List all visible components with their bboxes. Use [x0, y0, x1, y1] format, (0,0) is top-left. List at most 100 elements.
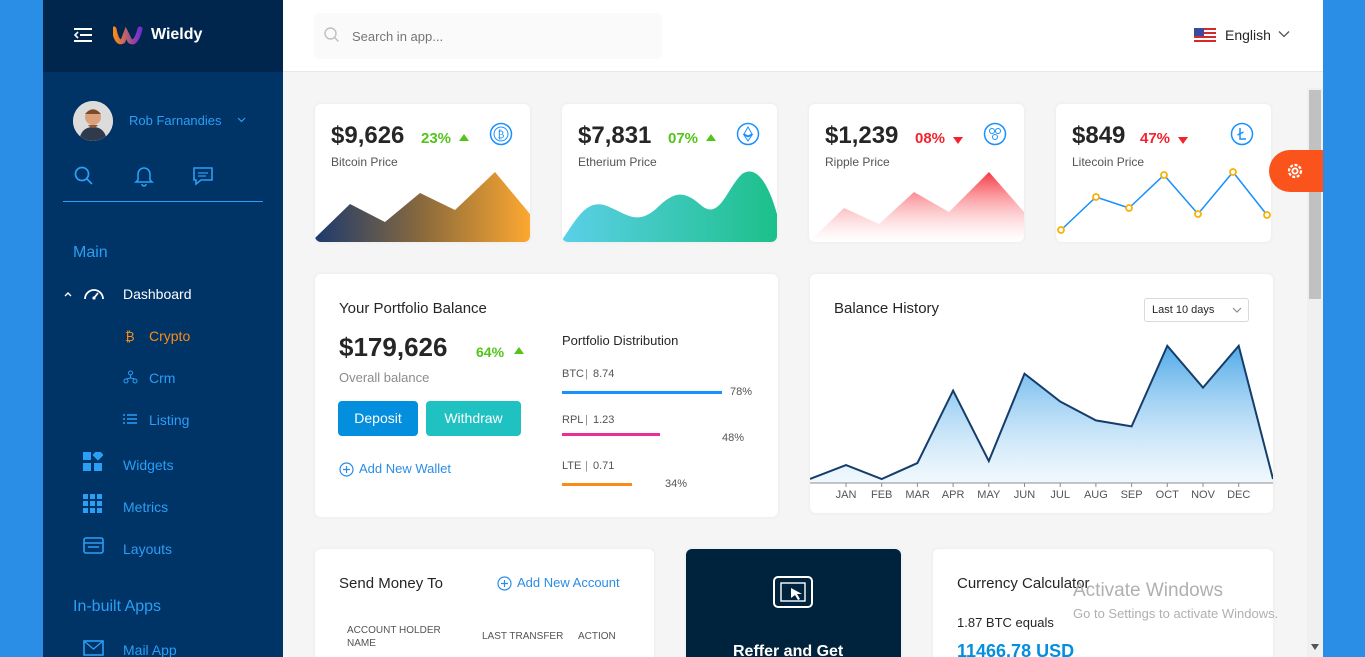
sidebar-item-mail-app[interactable]: Mail App: [123, 642, 177, 657]
x-tick-label: AUG: [1083, 489, 1108, 501]
x-tick-label: FEB: [870, 489, 893, 501]
ripple-sparkline: [809, 172, 1024, 242]
dist-amount: 8.74: [593, 368, 615, 380]
select-chevron-icon: [1232, 307, 1242, 314]
portfolio-change: 64%: [476, 344, 505, 360]
sidebar-item-crypto[interactable]: Crypto: [149, 328, 191, 344]
scrollbar[interactable]: [1307, 88, 1323, 657]
dashboard-icon: [83, 284, 105, 302]
calculator-line: 1.87 BTC equals: [957, 615, 1054, 630]
x-tick-label: NOV: [1191, 489, 1215, 501]
referral-tablet-icon: [772, 575, 816, 611]
mail-icon: [83, 640, 104, 656]
ripple-price-card: $1,239 08% Ripple Price: [809, 104, 1024, 242]
svg-text:₿: ₿: [498, 129, 505, 141]
arrow-up-icon: [514, 347, 524, 354]
settings-button[interactable]: [1269, 150, 1323, 192]
x-tick-label: OCT: [1155, 489, 1179, 501]
gear-icon: [1285, 161, 1305, 181]
column-header: ACTION: [578, 631, 616, 642]
period-select[interactable]: Last 10 days: [1144, 298, 1249, 322]
add-new-wallet-link[interactable]: Add New Wallet: [359, 461, 451, 476]
price-value: $7,831: [578, 122, 652, 149]
bitcoin-price-card: $9,626 23% ₿ Bitcoin Price: [315, 104, 530, 242]
language-chevron-icon[interactable]: [1278, 30, 1290, 38]
ripple-coin-icon: [983, 122, 1007, 146]
price-label: Litecoin Price: [1072, 155, 1145, 169]
sidebar-item-metrics[interactable]: Metrics: [123, 499, 169, 515]
balance-area: [810, 345, 1273, 483]
avatar[interactable]: [73, 101, 113, 141]
wieldy-logo-icon: [113, 25, 149, 45]
bell-icon[interactable]: [134, 165, 154, 187]
dist-amount: 0.71: [593, 460, 615, 472]
chat-icon[interactable]: [192, 166, 214, 186]
sidebar-item-crm[interactable]: Crm: [149, 370, 176, 386]
layouts-icon: [83, 537, 104, 554]
language-selector[interactable]: English: [1225, 27, 1271, 43]
logo-bar: Wieldy: [43, 0, 283, 72]
bitcoin-coin-icon: ₿: [489, 122, 513, 146]
price-value: $1,239: [825, 122, 899, 149]
column-header: LAST TRANSFER: [482, 631, 564, 642]
search-input[interactable]: [352, 26, 642, 46]
dist-percent: 48%: [722, 432, 745, 444]
send-money-title: Send Money To: [339, 575, 443, 592]
x-tick-label: JUN: [1013, 489, 1036, 501]
scroll-down-icon[interactable]: [1311, 644, 1319, 650]
deposit-button[interactable]: Deposit: [338, 401, 418, 436]
add-new-account-link[interactable]: Add New Account: [517, 575, 620, 590]
search-field-icon: [324, 27, 340, 43]
sidebar-item-layouts[interactable]: Layouts: [123, 541, 173, 557]
sidebar-item-widgets[interactable]: Widgets: [123, 457, 174, 473]
withdraw-button[interactable]: Withdraw: [426, 401, 521, 436]
price-label: Etherium Price: [578, 155, 657, 169]
litecoin-price-card: $849 47% Litecoin Price: [1056, 104, 1271, 242]
app-name: Wieldy: [151, 26, 203, 43]
dist-coin: RPL: [562, 414, 584, 426]
portfolio-title: Your Portfolio Balance: [339, 300, 487, 317]
section-main: Main: [73, 244, 108, 261]
etherium-sparkline: [562, 171, 777, 242]
add-circle-icon: [339, 462, 354, 477]
x-tick-label: MAR: [905, 489, 930, 501]
dist-coin: BTC: [562, 368, 584, 380]
collapse-icon[interactable]: [64, 290, 72, 298]
section-inbuilt-apps: In-built Apps: [73, 598, 162, 615]
price-change: 08%: [915, 130, 946, 147]
sidebar-item-dashboard[interactable]: Dashboard: [123, 286, 192, 302]
search-icon[interactable]: [74, 166, 94, 186]
x-tick-label: SEP: [1120, 489, 1143, 501]
portfolio-subtitle: Overall balance: [339, 370, 430, 385]
arrow-up-icon: [706, 134, 716, 141]
widgets-icon: [83, 452, 103, 472]
portfolio-amount: $179,626: [339, 332, 448, 362]
dist-separator: |: [585, 368, 588, 380]
sidebar-item-listing[interactable]: Listing: [149, 412, 190, 428]
column-header: ACCOUNT HOLDER NAME: [347, 625, 441, 649]
balance-history-chart: [810, 343, 1273, 487]
btc-distribution-bar: [562, 391, 722, 394]
period-select-value: Last 10 days: [1152, 304, 1215, 316]
balance-history-title: Balance History: [834, 300, 940, 317]
litecoin-coin-icon: [1230, 122, 1254, 146]
distribution-title: Portfolio Distribution: [562, 333, 679, 348]
user-name[interactable]: Rob Farnandies: [129, 113, 222, 128]
currency-calculator-card: Currency Calculator 1.87 BTC equals 1146…: [933, 549, 1273, 657]
x-tick-label: JUL: [1050, 489, 1070, 501]
referral-card: Reffer and Get: [686, 549, 901, 657]
chevron-down-icon[interactable]: [237, 116, 246, 124]
bitcoin-sparkline: [315, 172, 530, 242]
app-window: Wieldy Rob Farnandies Main Dashboard ₿ C…: [43, 0, 1323, 657]
menu-toggle-icon[interactable]: [74, 27, 92, 43]
balance-line: [810, 343, 1273, 481]
rpl-distribution-bar: [562, 433, 661, 436]
calculator-result: 11466.78 USD: [957, 641, 1075, 657]
x-tick-label: DEC: [1227, 489, 1251, 501]
dist-percent: 34%: [665, 478, 688, 490]
search-box[interactable]: [314, 13, 662, 59]
arrow-down-icon: [953, 137, 963, 144]
arrow-up-icon: [459, 134, 469, 141]
x-tick-label: MAY: [977, 489, 1001, 501]
scrollbar-thumb[interactable]: [1309, 90, 1321, 299]
